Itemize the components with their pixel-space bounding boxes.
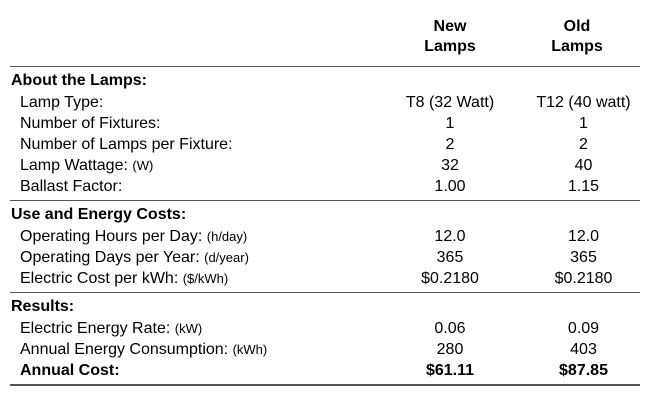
row-unit: (d/year) <box>204 250 249 265</box>
row-number-of-fixtures: Number of Fixtures: 1 1 <box>10 113 640 134</box>
row-label-text: Number of Lamps per Fixture: <box>20 136 233 153</box>
row-label-text: Operating Days per Year: <box>20 249 200 266</box>
value-old: $87.85 <box>520 362 640 380</box>
value-old: 365 <box>520 249 640 267</box>
column-header-new-lamps: New Lamps <box>380 17 520 57</box>
value-new: T8 (32 Watt) <box>380 94 520 112</box>
row-label: Electric Energy Rate: (kW) <box>10 320 380 338</box>
row-label: Operating Hours per Day: (h/day) <box>10 228 380 246</box>
value-old: 40 <box>520 157 640 175</box>
row-label-text: Number of Fixtures: <box>20 115 160 132</box>
row-operating-hours-per-day: Operating Hours per Day: (h/day) 12.0 12… <box>10 226 640 247</box>
row-label: Number of Lamps per Fixture: <box>10 136 380 154</box>
section-title: About the Lamps: <box>10 71 640 91</box>
value-new: 1 <box>380 115 520 133</box>
row-electric-energy-rate: Electric Energy Rate: (kW) 0.06 0.09 <box>10 318 640 339</box>
row-unit: ($/kWh) <box>183 271 229 286</box>
row-label: Ballast Factor: <box>10 178 380 196</box>
section-results: Results: Electric Energy Rate: (kW) 0.06… <box>10 293 640 386</box>
row-unit: (h/day) <box>207 229 247 244</box>
row-lamps-per-fixture: Number of Lamps per Fixture: 2 2 <box>10 134 640 155</box>
row-label: Operating Days per Year: (d/year) <box>10 249 380 267</box>
column-header-old-line1: Old <box>507 17 647 37</box>
value-new: 12.0 <box>380 228 520 246</box>
column-header-row: New Lamps Old Lamps <box>10 10 640 67</box>
value-old: 403 <box>520 341 640 359</box>
column-header-new-line2: Lamps <box>380 37 520 57</box>
column-header-old-line2: Lamps <box>507 37 647 57</box>
section-use-and-energy-costs: Use and Energy Costs: Operating Hours pe… <box>10 201 640 293</box>
section-title: Results: <box>10 297 640 317</box>
row-label-text: Electric Cost per kWh: <box>20 270 178 287</box>
section-title: Use and Energy Costs: <box>10 205 640 225</box>
row-label: Lamp Wattage: (W) <box>10 157 380 175</box>
row-label-text: Annual Energy Consumption: <box>20 341 228 358</box>
row-annual-energy-consumption: Annual Energy Consumption: (kWh) 280 403 <box>10 339 640 360</box>
row-operating-days-per-year: Operating Days per Year: (d/year) 365 36… <box>10 247 640 268</box>
value-old: 1.15 <box>520 178 640 196</box>
column-header-old-lamps: Old Lamps <box>507 17 647 57</box>
value-old: 12.0 <box>520 228 640 246</box>
value-new: 0.06 <box>380 320 520 338</box>
value-old: $0.2180 <box>520 270 640 288</box>
section-about-the-lamps: About the Lamps: Lamp Type: T8 (32 Watt)… <box>10 67 640 201</box>
row-label-text: Lamp Type: <box>20 94 103 111</box>
row-unit: (kW) <box>175 321 202 336</box>
row-lamp-type: Lamp Type: T8 (32 Watt) T12 (40 watt) <box>10 92 640 113</box>
row-annual-cost: Annual Cost: $61.11 $87.85 <box>10 360 640 381</box>
row-unit: (W) <box>132 158 153 173</box>
value-old: 0.09 <box>520 320 640 338</box>
row-unit: (kWh) <box>233 342 268 357</box>
value-new: $0.2180 <box>380 270 520 288</box>
value-new: 365 <box>380 249 520 267</box>
row-label-text: Electric Energy Rate: <box>20 320 170 337</box>
value-new: 32 <box>380 157 520 175</box>
row-label: Annual Energy Consumption: (kWh) <box>10 341 380 359</box>
row-label: Annual Cost: <box>10 362 380 380</box>
row-label: Lamp Type: <box>10 94 380 112</box>
value-new: 1.00 <box>380 178 520 196</box>
lamp-comparison-table: New Lamps Old Lamps About the Lamps: Lam… <box>10 10 640 386</box>
column-header-new-line1: New <box>380 17 520 37</box>
value-old: 1 <box>520 115 640 133</box>
value-new: 280 <box>380 341 520 359</box>
row-label-text: Lamp Wattage: <box>20 157 128 174</box>
row-ballast-factor: Ballast Factor: 1.00 1.15 <box>10 176 640 197</box>
value-new: $61.11 <box>380 362 520 380</box>
value-new: 2 <box>380 136 520 154</box>
row-label-text: Operating Hours per Day: <box>20 228 202 245</box>
row-label: Number of Fixtures: <box>10 115 380 133</box>
row-label-text: Ballast Factor: <box>20 178 122 195</box>
row-label: Electric Cost per kWh: ($/kWh) <box>10 270 380 288</box>
row-label-text: Annual Cost: <box>20 362 120 379</box>
value-old: T12 (40 watt) <box>520 94 640 112</box>
value-old: 2 <box>520 136 640 154</box>
row-lamp-wattage: Lamp Wattage: (W) 32 40 <box>10 155 640 176</box>
row-electric-cost-per-kwh: Electric Cost per kWh: ($/kWh) $0.2180 $… <box>10 268 640 289</box>
